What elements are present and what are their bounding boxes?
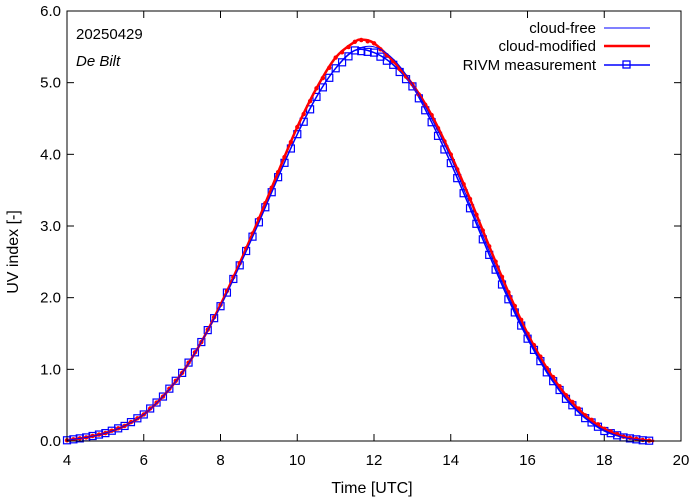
y-tick-label: 1.0 bbox=[40, 361, 61, 378]
rivm-measurement-point bbox=[184, 358, 193, 367]
cloud-modified-point bbox=[275, 169, 281, 175]
cloud-modified-point bbox=[282, 154, 287, 160]
x-tick-label: 8 bbox=[216, 452, 224, 469]
cloud-modified-point bbox=[359, 37, 364, 43]
x-tick-label: 14 bbox=[442, 452, 459, 469]
cloud-modified-point bbox=[314, 86, 319, 91]
cloud-modified-point bbox=[327, 65, 332, 70]
rivm-measurement-point bbox=[158, 392, 168, 401]
cloud-modified-point bbox=[576, 406, 581, 411]
cloud-modified-point bbox=[307, 99, 313, 104]
y-tick-label: 0.0 bbox=[40, 433, 61, 450]
y-tick-label: 5.0 bbox=[40, 75, 61, 92]
x-tick-label: 18 bbox=[596, 452, 613, 469]
cloud-modified-point bbox=[352, 39, 358, 45]
legend-label-cloud-free: cloud-free bbox=[529, 20, 596, 37]
cloud-modified-point bbox=[320, 75, 326, 81]
legend-marker-rivm-measurement bbox=[622, 60, 631, 69]
rivm-measurement-point bbox=[139, 410, 148, 419]
cloud-modified-point bbox=[589, 417, 594, 423]
x-tick-label: 10 bbox=[289, 452, 306, 469]
cloud-modified-point bbox=[480, 228, 486, 233]
cloud-modified-point bbox=[550, 374, 556, 380]
cloud-modified-point bbox=[557, 383, 562, 389]
legend-label-cloud-modified: cloud-modified bbox=[498, 38, 596, 55]
cloud-modified-point bbox=[346, 44, 351, 50]
tick-labels: 4 6 8 10 12 14 16 18 20 0.0 1.0 2.0 3.0 4.0 5.0 6.0 bbox=[40, 3, 689, 469]
cloud-modified-point bbox=[371, 41, 377, 46]
station-label: De Bilt bbox=[76, 53, 121, 70]
cloud-modified-point bbox=[570, 399, 575, 405]
cloud-modified-point bbox=[288, 139, 294, 145]
rivm-measurement-point bbox=[337, 58, 347, 67]
rivm-measurement-point bbox=[344, 52, 353, 61]
axis-ticks bbox=[66, 10, 682, 442]
date-label: 20250429 bbox=[76, 26, 143, 43]
plot-frame bbox=[66, 10, 682, 442]
rivm-measurement-point bbox=[165, 384, 174, 393]
rivm-measurement-point bbox=[318, 83, 327, 92]
y-tick-label: 2.0 bbox=[40, 290, 61, 307]
x-tick-label: 16 bbox=[519, 452, 536, 469]
x-tick-label: 20 bbox=[673, 452, 690, 469]
x-axis-label: Time [UTC] bbox=[331, 480, 412, 497]
rivm-measurement-point bbox=[197, 337, 206, 347]
y-tick-label: 6.0 bbox=[40, 3, 61, 20]
rivm-measurement-point bbox=[203, 326, 212, 335]
series-cloud-modified-line bbox=[66, 38, 655, 443]
series-layer bbox=[62, 37, 655, 445]
cloud-modified-point bbox=[339, 50, 345, 55]
series-cloud-free-line bbox=[66, 45, 655, 442]
rivm-measurement-point bbox=[325, 73, 334, 82]
rivm-measurement-point bbox=[171, 376, 180, 385]
rivm-measurement-point bbox=[210, 314, 219, 323]
rivm-measurement-point bbox=[178, 368, 187, 377]
legend-label-rivm-measurement: RIVM measurement bbox=[463, 57, 597, 74]
rivm-measurement-point bbox=[363, 47, 372, 56]
cloud-modified-point bbox=[634, 436, 639, 442]
y-tick-label: 3.0 bbox=[40, 218, 61, 235]
rivm-measurement-point bbox=[190, 348, 200, 357]
series-rivm-measurement-line bbox=[66, 48, 655, 442]
rivm-measurement-point bbox=[350, 46, 359, 55]
x-tick-label: 12 bbox=[366, 452, 383, 469]
cloud-modified-point bbox=[333, 55, 338, 60]
cloud-modified-point bbox=[493, 259, 498, 264]
legend: cloud-free cloud-modified RIVM measureme… bbox=[463, 20, 650, 74]
rivm-measurement-point bbox=[331, 64, 340, 73]
cloud-modified-point bbox=[301, 111, 306, 117]
cloud-modified-point bbox=[467, 196, 473, 202]
y-axis-label: UV index [-] bbox=[5, 210, 22, 294]
x-tick-label: 6 bbox=[140, 452, 148, 469]
rivm-measurement-point bbox=[152, 398, 161, 407]
rivm-measurement-point bbox=[146, 404, 155, 413]
cloud-modified-point bbox=[474, 212, 479, 217]
y-tick-label: 4.0 bbox=[40, 146, 61, 163]
x-tick-label: 4 bbox=[63, 452, 71, 469]
cloud-modified-point bbox=[295, 124, 300, 130]
cloud-modified-point bbox=[365, 39, 370, 44]
